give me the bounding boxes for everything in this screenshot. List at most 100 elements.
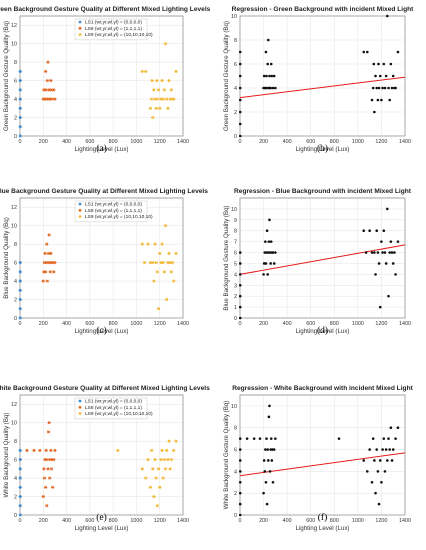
- data-point: [390, 459, 394, 462]
- data-point: [389, 240, 393, 243]
- data-point: [238, 491, 242, 495]
- legend-entry: LS8 (wr,yr,wl,yl) = (1,1,1,1): [85, 208, 142, 214]
- data-point: [49, 79, 53, 83]
- data-point: [52, 458, 56, 462]
- plot-frame: [239, 394, 406, 516]
- y-tick-label: 0: [14, 316, 17, 322]
- plot-frame: [19, 15, 184, 137]
- x-tick-label: 200: [39, 518, 48, 524]
- data-point: [238, 513, 242, 517]
- data-point: [165, 297, 169, 302]
- data-point: [238, 122, 242, 126]
- data-point: [377, 86, 381, 90]
- data-point: [396, 50, 400, 54]
- data-point: [238, 437, 242, 440]
- data-point: [387, 294, 390, 298]
- data-point: [388, 251, 391, 254]
- data-point: [272, 448, 276, 451]
- data-point: [18, 261, 22, 265]
- data-point: [32, 448, 36, 452]
- y-tick-label: 4: [14, 279, 17, 285]
- data-point: [18, 279, 22, 283]
- data-point: [269, 437, 273, 440]
- data-point: [18, 448, 22, 452]
- x-tick-label: 200: [39, 321, 48, 327]
- data-point: [18, 115, 22, 120]
- y-tick-label: 4: [234, 272, 237, 278]
- data-point: [394, 86, 397, 90]
- data-point: [163, 42, 168, 46]
- y-tick-label: 8: [14, 439, 17, 445]
- data-point: [388, 98, 391, 102]
- data-point: [25, 448, 29, 452]
- data-point: [383, 86, 387, 90]
- data-point: [18, 69, 22, 73]
- data-point: [18, 504, 22, 508]
- data-point: [382, 437, 386, 440]
- y-tick-label: 0: [234, 134, 237, 140]
- y-axis-label: Blue Background Quality (Bq): [3, 217, 10, 299]
- legend-entry: LS9 (wr,yr,wl,yl) = (10,10,10,10): [85, 32, 153, 38]
- y-axis-label: Green Background Gesture Quality (Bq): [3, 21, 10, 131]
- y-tick-label: 1: [234, 305, 237, 311]
- data-point: [167, 251, 171, 255]
- data-point: [238, 316, 242, 320]
- data-point: [373, 110, 376, 114]
- data-point: [271, 480, 275, 484]
- data-point: [38, 448, 42, 452]
- y-tick-label: 8: [234, 38, 237, 44]
- data-point: [264, 50, 268, 54]
- x-tick-label: 1200: [375, 139, 387, 145]
- data-point: [370, 251, 374, 254]
- data-point: [238, 262, 242, 265]
- data-point: [269, 86, 272, 90]
- data-point: [238, 502, 242, 506]
- data-point: [390, 86, 394, 90]
- chart-title: Regression - Green Background with incid…: [232, 6, 415, 13]
- data-point: [44, 88, 48, 92]
- data-point: [262, 74, 266, 78]
- y-axis-label: Green Background Gesture Quality (Bq): [223, 21, 230, 131]
- data-point: [18, 467, 22, 471]
- data-point: [140, 69, 144, 73]
- data-point: [238, 480, 242, 484]
- data-point: [394, 437, 397, 440]
- data-point: [52, 88, 56, 92]
- plot-frame: [19, 197, 184, 319]
- x-tick-label: 600: [306, 139, 315, 145]
- data-point: [384, 448, 388, 451]
- plot-frame: [19, 394, 184, 516]
- x-tick-label: 400: [62, 518, 71, 524]
- data-point: [156, 88, 161, 92]
- data-point: [171, 448, 176, 452]
- data-point: [165, 97, 169, 101]
- legend-entry: LS1 (wr,yr,wl,yl) = (0,0,0,0): [85, 399, 142, 405]
- y-tick-label: 7: [234, 240, 237, 246]
- x-tick-label: 1400: [399, 518, 411, 524]
- data-point: [368, 229, 371, 233]
- y-tick-label: 4: [234, 469, 237, 475]
- x-axis-label: Lighting Level (Lux): [295, 328, 349, 335]
- data-point: [155, 504, 160, 508]
- data-point: [18, 485, 22, 489]
- data-point: [272, 74, 276, 78]
- y-tick-label: 8: [14, 242, 17, 248]
- x-tick-label: 600: [85, 321, 94, 327]
- y-tick-label: 12: [11, 205, 17, 211]
- x-tick-label: 1400: [399, 321, 411, 327]
- subfigure-caption: (e): [96, 512, 107, 523]
- y-tick-label: 10: [11, 224, 17, 230]
- data-point: [170, 261, 175, 265]
- data-point: [155, 270, 160, 274]
- data-point: [46, 60, 50, 64]
- y-axis-label: Blue Background Gesture Quality (Bq): [223, 205, 230, 310]
- x-tick-label: 1000: [130, 518, 142, 524]
- legend-entry: LS8 (wr,yr,wl,yl) = (1,1,1,1): [85, 26, 142, 32]
- subfigure-caption: (b): [317, 143, 328, 154]
- y-tick-label: 2: [14, 298, 17, 304]
- y-tick-label: 12: [11, 23, 17, 29]
- data-point: [266, 62, 269, 66]
- data-point: [378, 74, 382, 78]
- data-point: [271, 86, 275, 90]
